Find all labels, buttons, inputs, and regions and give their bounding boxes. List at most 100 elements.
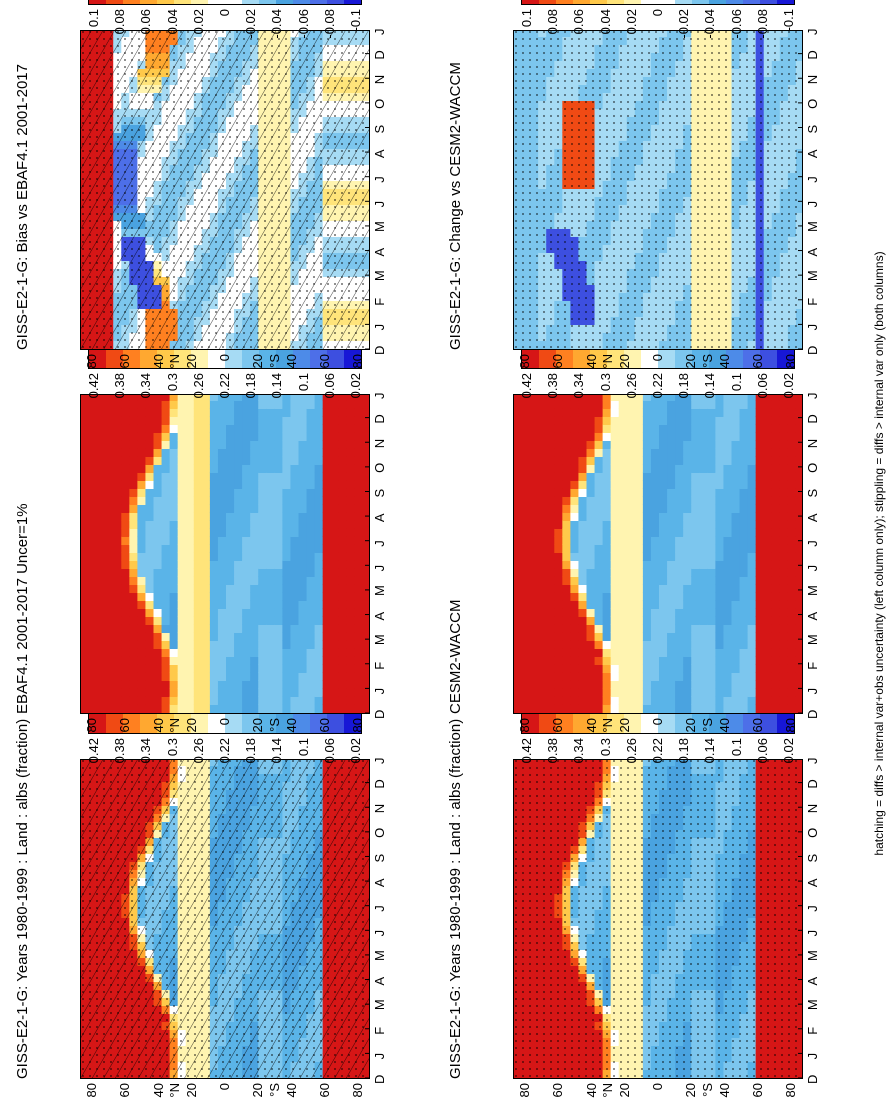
- heatmap-cell: [81, 456, 90, 465]
- heatmap-cell: [354, 512, 364, 521]
- heatmap-cell: [161, 704, 171, 713]
- heatmap-cell: [201, 672, 211, 681]
- x-tick-label: N: [372, 438, 387, 449]
- heatmap-cell: [242, 600, 251, 609]
- heatmap-cell: [89, 688, 98, 697]
- heatmap-cell: [201, 520, 211, 529]
- colorbar-label: 0.34: [138, 738, 154, 764]
- heatmap-cell: [137, 640, 147, 649]
- heatmap-cell: [242, 656, 251, 665]
- heatmap-cell: [330, 488, 340, 497]
- heatmap-cell: [89, 704, 98, 713]
- heatmap-cell: [234, 616, 243, 625]
- heatmap-cell: [274, 640, 283, 649]
- heatmap-cell: [562, 416, 571, 425]
- heatmap-cell: [217, 680, 227, 689]
- heatmap-cell: [570, 672, 580, 681]
- heatmap-cell: [161, 488, 171, 497]
- heatmap-cell: [209, 560, 219, 569]
- heatmap-cell: [282, 664, 292, 673]
- heatmap-cell: [209, 648, 219, 657]
- heatmap-cell: [81, 432, 90, 441]
- heatmap-cell: [546, 432, 555, 441]
- heatmap-cell: [161, 624, 171, 633]
- heatmap-cell: [217, 624, 227, 633]
- heatmap-cell: [602, 576, 612, 585]
- heatmap-cell: [121, 520, 130, 529]
- heatmap-cell: [145, 456, 155, 465]
- heatmap-cell: [193, 464, 203, 473]
- heatmap-cell: [290, 400, 300, 409]
- heatmap-cell: [209, 432, 219, 441]
- heatmap-cell: [201, 416, 211, 425]
- heatmap-cell: [322, 608, 332, 617]
- heatmap-cell: [538, 624, 547, 633]
- heatmap-cell: [522, 512, 531, 521]
- heatmap-cell: [330, 400, 340, 409]
- heatmap-cell: [266, 664, 275, 673]
- heatmap-cell: [306, 680, 316, 689]
- heatmap-cell: [530, 584, 539, 593]
- heatmap-cell: [242, 400, 251, 409]
- heatmap-cell: [177, 680, 187, 689]
- heatmap-cell: [578, 408, 588, 417]
- heatmap-cell: [242, 544, 251, 553]
- colorbar-label: 0.42: [86, 373, 101, 399]
- heatmap-cell: [129, 584, 138, 593]
- heatmap-cell: [89, 440, 98, 449]
- heatmap-cell: [97, 680, 106, 689]
- heatmap-cell: [201, 608, 211, 617]
- heatmap-cell: [306, 704, 316, 713]
- heatmap-cell: [89, 464, 98, 473]
- heatmap-cell: [258, 496, 267, 505]
- heatmap-cell: [522, 552, 531, 561]
- heatmap-cell: [298, 632, 308, 641]
- heatmap-cell: [185, 432, 195, 441]
- heatmap-cell: [258, 616, 267, 625]
- heatmap-cell: [282, 648, 292, 657]
- y-tick-label: 80: [350, 1083, 365, 1098]
- heatmap-cell: [193, 696, 203, 705]
- heatmap-cell: [217, 512, 227, 521]
- heatmap-cell: [242, 704, 251, 713]
- heatmap-cell: [129, 448, 138, 457]
- heatmap-cell: [250, 688, 259, 697]
- heatmap-cell: [97, 504, 106, 513]
- heatmap-cell: [290, 680, 300, 689]
- heatmap-cell: [153, 672, 163, 681]
- heatmap-cell: [137, 496, 147, 505]
- heatmap-cell: [201, 528, 211, 537]
- heatmap-cell: [322, 464, 332, 473]
- heatmap-cell: [193, 664, 203, 673]
- heatmap-cell: [258, 560, 267, 569]
- heatmap-cell: [546, 600, 555, 609]
- heatmap-cell: [530, 656, 539, 665]
- colorbar-label: 0.22: [650, 738, 665, 764]
- heatmap-cell: [586, 528, 596, 537]
- heatmap-cell: [562, 440, 571, 449]
- heatmap-cell: [105, 656, 114, 665]
- heatmap-cell: [282, 480, 292, 489]
- heatmap-cell: [177, 640, 187, 649]
- heatmap-cell: [105, 394, 114, 401]
- heatmap-cell: [362, 440, 370, 449]
- heatmap-cell: [554, 480, 563, 489]
- heatmap-cell: [306, 464, 316, 473]
- heatmap-cell: [145, 656, 155, 665]
- x-tick-label: D: [372, 779, 387, 789]
- heatmap-cell: [594, 616, 604, 625]
- heatmap-cell: [322, 648, 332, 657]
- heatmap-cell: [514, 552, 523, 561]
- heatmap-cell: [113, 424, 122, 433]
- heatmap-cell: [578, 544, 588, 553]
- heatmap-cell: [266, 640, 275, 649]
- heatmap-cell: [274, 552, 283, 561]
- heatmap-cell: [201, 664, 211, 673]
- heatmap-cell: [586, 416, 596, 425]
- heatmap-cell: [234, 408, 243, 417]
- heatmap-cell: [161, 456, 171, 465]
- heatmap-cell: [129, 560, 138, 569]
- heatmap-cell: [522, 568, 531, 577]
- heatmap-cell: [250, 504, 259, 513]
- heatmap-cell: [266, 560, 275, 569]
